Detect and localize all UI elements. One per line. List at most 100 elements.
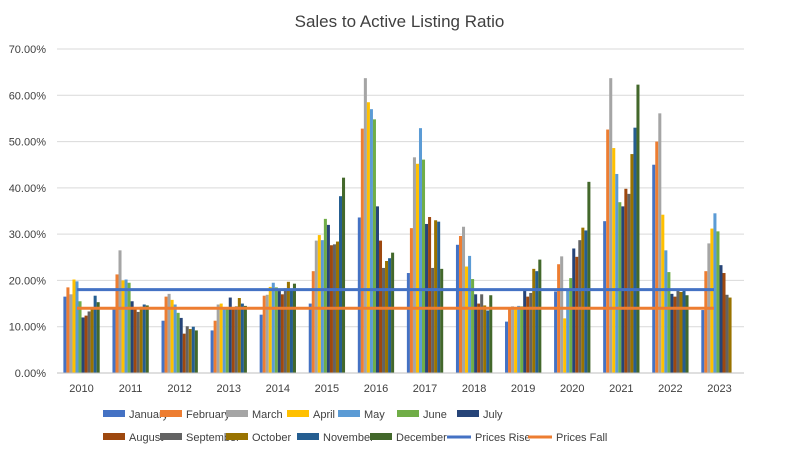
bar-april-2016: [366, 102, 370, 373]
bar-june-2011: [127, 282, 131, 373]
legend-label-april: April: [313, 409, 335, 421]
bar-october-2013: [237, 298, 241, 373]
legend-label-july: July: [483, 409, 503, 421]
x-axis-tick-labels: 2010 2011 2012 2013 2014 2015 2016 2017 2018 2019…: [69, 383, 731, 395]
bar-september-2018: [480, 294, 484, 373]
legend-label-prices-rise: Prices Rise: [475, 432, 531, 444]
bar-september-2011: [136, 311, 140, 373]
x-tick-label: 2016: [364, 383, 388, 395]
bar-july-2012: [179, 317, 183, 373]
bar-april-2020: [563, 318, 567, 373]
bar-february-2015: [311, 271, 315, 373]
bar-july-2019: [523, 290, 527, 373]
x-tick-label: 2022: [658, 383, 682, 395]
bar-march-2016: [363, 78, 367, 373]
bar-october-2011: [139, 306, 143, 373]
bar-december-2021: [636, 84, 640, 373]
bar-may-2015: [320, 240, 324, 373]
bar-march-2012: [167, 293, 171, 373]
bar-december-2011: [145, 305, 149, 373]
legend-swatch-february: [160, 410, 182, 417]
bar-september-2023: [725, 294, 729, 373]
bar-february-2018: [458, 235, 463, 373]
bar-april-2022: [661, 214, 665, 373]
bar-december-2015: [342, 177, 346, 373]
bar-january-2016: [357, 217, 361, 373]
bar-june-2013: [225, 307, 229, 373]
bar-august-2022: [673, 296, 677, 373]
bar-february-2023: [704, 271, 708, 373]
bar-september-2012: [185, 326, 189, 373]
bar-july-2010: [81, 317, 85, 373]
bar-january-2017: [406, 273, 410, 373]
bar-september-2017: [431, 267, 435, 373]
bar-march-2010: [69, 294, 73, 373]
legend-label-prices-fall: Prices Fall: [556, 432, 607, 444]
bar-september-2013: [234, 306, 238, 373]
y-tick-label: 30.00%: [9, 229, 47, 241]
legend-swatch-october: [226, 433, 248, 440]
bar-march-2014: [265, 294, 269, 373]
bar-march-2011: [118, 250, 122, 373]
x-tick-label: 2015: [315, 383, 339, 395]
bar-april-2019: [514, 308, 518, 373]
bar-january-2021: [603, 221, 607, 373]
legend-label-october: October: [252, 432, 291, 444]
legend-label-may: May: [364, 409, 385, 421]
legend-swatch-april: [287, 410, 309, 417]
bar-october-2014: [286, 281, 290, 373]
bar-april-2017: [415, 163, 419, 373]
bar-may-2019: [517, 305, 521, 373]
bar-october-2023: [728, 297, 732, 373]
x-tick-label: 2017: [413, 383, 437, 395]
bar-april-2014: [268, 286, 272, 373]
bar-june-2019: [520, 306, 524, 373]
legend-label-august: August: [129, 432, 163, 444]
bar-january-2022: [652, 164, 656, 373]
y-axis-tick-labels: 0.00% 10.00% 20.00% 30.00% 40.00% 50.00% 60.00…: [9, 44, 47, 380]
legend-swatch-december: [370, 433, 392, 440]
x-tick-label: 2018: [462, 383, 486, 395]
bar-july-2023: [719, 265, 723, 373]
y-tick-label: 20.00%: [9, 275, 47, 287]
bar-november-2015: [339, 196, 343, 373]
bar-july-2015: [326, 224, 330, 373]
x-tick-label: 2014: [266, 383, 290, 395]
bar-january-2011: [112, 308, 116, 373]
bar-may-2017: [418, 128, 423, 373]
bar-may-2014: [271, 282, 275, 373]
bar-august-2011: [133, 307, 137, 373]
bar-august-2023: [722, 273, 726, 373]
bar-march-2018: [462, 226, 466, 373]
bar-august-2014: [280, 294, 284, 373]
bar-december-2018: [489, 295, 493, 373]
bar-october-2016: [385, 260, 389, 373]
bar-november-2016: [388, 258, 392, 373]
bar-july-2020: [572, 248, 576, 373]
x-tick-label: 2011: [119, 383, 143, 395]
bar-january-2015: [308, 303, 312, 373]
x-tick-label: 2019: [511, 383, 535, 395]
bar-march-2022: [658, 113, 662, 373]
bar-september-2019: [529, 292, 533, 373]
y-tick-label: 50.00%: [9, 137, 47, 149]
bar-october-2019: [532, 268, 536, 373]
bar-may-2023: [713, 213, 717, 373]
y-tick-label: 10.00%: [9, 322, 47, 334]
bar-january-2013: [210, 330, 214, 373]
bar-november-2020: [584, 230, 588, 373]
y-tick-label: 60.00%: [9, 90, 47, 102]
x-tick-label: 2012: [167, 383, 191, 395]
reference-lines: [77, 288, 714, 310]
bar-november-2017: [437, 221, 441, 373]
bar-april-2012: [170, 299, 174, 373]
bar-december-2016: [391, 252, 395, 373]
bar-february-2019: [508, 308, 512, 373]
bar-june-2010: [78, 301, 82, 373]
bar-june-2015: [323, 218, 327, 373]
bar-september-2022: [676, 290, 680, 373]
bar-may-2021: [615, 173, 619, 373]
bar-january-2019: [505, 321, 509, 373]
bar-august-2010: [84, 315, 88, 373]
